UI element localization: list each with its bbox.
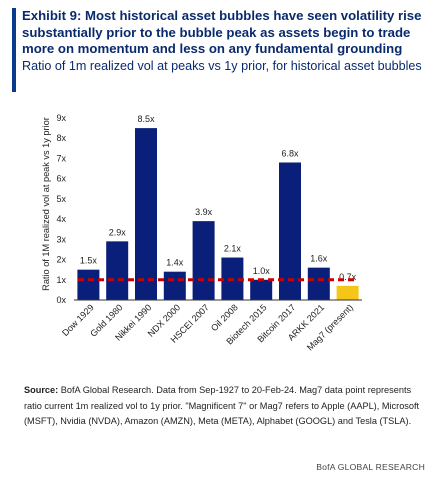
bar-mag7-present xyxy=(336,285,359,300)
y-tick-label: 2x xyxy=(56,255,66,265)
data-label: 0.7x xyxy=(339,272,357,282)
bar-bitcoin-2017 xyxy=(279,162,301,300)
source-text: BofA Global Research. Data from Sep-1927… xyxy=(24,385,420,427)
y-tick-label: 9x xyxy=(56,113,66,123)
data-label: 2.1x xyxy=(224,244,242,254)
y-axis-ticks: 0x 1x 2x 3x 4x 5x 6x 7x 8x 9x xyxy=(56,113,66,305)
bar-biotech-2015 xyxy=(250,279,273,300)
bars-group xyxy=(77,128,359,300)
data-label: 1.6x xyxy=(310,254,328,264)
y-tick-label: 5x xyxy=(56,194,66,204)
bar-arkk-2021 xyxy=(307,267,330,300)
source-note: Source: BofA Global Research. Data from … xyxy=(24,383,428,430)
bar-dow-1929 xyxy=(77,269,100,300)
data-label: 1.4x xyxy=(166,258,184,268)
y-tick-label: 7x xyxy=(56,153,66,163)
bar-chart: Ratio of 1M realized vol at peak vs 1y p… xyxy=(41,113,362,353)
data-label: 1.5x xyxy=(80,256,98,266)
exhibit-subtitle: Ratio of 1m realized vol at peaks vs 1y … xyxy=(22,58,422,73)
data-label: 8.5x xyxy=(137,114,155,124)
y-tick-label: 4x xyxy=(56,214,66,224)
title-accent-bar xyxy=(12,8,16,92)
bar-nikkei-1990 xyxy=(135,128,157,300)
y-axis-label: Ratio of 1M realized vol at peak vs 1y p… xyxy=(41,117,51,291)
y-tick-label: 3x xyxy=(56,234,66,244)
y-tick-label: 8x xyxy=(56,133,66,143)
bar-gold-1980 xyxy=(106,241,129,300)
data-label: 6.8x xyxy=(281,148,299,158)
exhibit-header: Exhibit 9: Most historical asset bubbles… xyxy=(22,8,430,74)
y-tick-label: 1x xyxy=(56,275,66,285)
brand-label: BofA GLOBAL RESEARCH xyxy=(316,462,425,472)
data-labels-group: 1.5x 2.9x 8.5x 1.4x 3.9x 2.1x 1.0x 6.8x 1.6x 0.7x xyxy=(80,114,357,282)
exhibit-title: Exhibit 9: Most historical asset bubbles… xyxy=(22,8,422,56)
bar-ndx-2000 xyxy=(163,271,186,300)
data-label: 2.9x xyxy=(109,227,127,237)
source-label: Source: xyxy=(24,385,59,395)
y-tick-label: 0x xyxy=(56,295,66,305)
data-label: 3.9x xyxy=(195,207,213,217)
y-tick-label: 6x xyxy=(56,174,66,184)
data-label: 1.0x xyxy=(253,266,271,276)
bar-hscei-2007 xyxy=(192,221,215,300)
